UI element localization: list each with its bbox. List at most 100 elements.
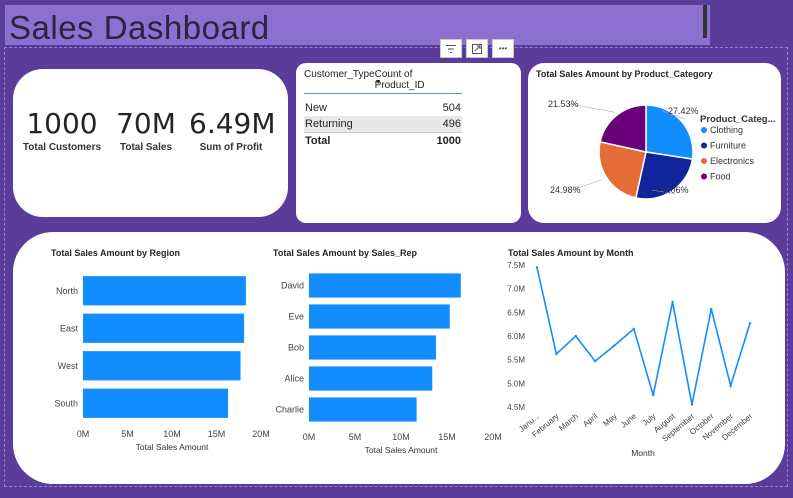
region-bar[interactable] [83,313,245,343]
kpi-label: Total Customers [22,142,102,153]
rep-bar[interactable] [309,335,436,360]
region-bar[interactable] [83,388,229,418]
month-axis-title: Month [631,448,655,458]
kpi-label: Sum of Profit [199,142,263,153]
rep-bar[interactable] [309,273,461,298]
visual-header-toolbar: ••• [440,39,514,58]
cell-count: 504 [442,102,461,114]
total-value: 1000 [436,135,461,147]
chart-title: Total Sales Amount by Product_Category [536,69,713,79]
region-category-label: South [54,398,78,408]
column-header-count-label: Count of Product_ID [374,69,425,91]
rep-category-label: Bob [288,343,304,353]
legend-item[interactable]: Electronics [710,156,755,166]
month-data-point[interactable] [729,384,732,387]
cell-customer-type: New [305,102,328,114]
legend-item[interactable]: Clothing [710,125,743,135]
legend-marker [701,173,707,180]
kpi-value: 6.49M [189,107,276,140]
title-scrollbar[interactable] [703,5,707,38]
month-data-point[interactable] [555,352,558,356]
region-bar[interactable] [83,276,246,306]
pie-slice[interactable] [634,151,694,200]
product-category-pie-card[interactable]: Total Sales Amount by Product_Category 2… [528,63,781,223]
bottom-charts: North East West South 0M 5M 10M 15M 20M Total Sal… [54,261,754,458]
rep-axis-title: Total Sales Amount [365,445,438,455]
chart-title: Total Sales Amount by Region [51,248,181,258]
table-row[interactable]: Returning 496 [304,116,462,132]
rep-tick-label: 15M [438,432,456,442]
rep-bar[interactable] [309,366,433,391]
month-y-tick-label: 7.0M [507,285,525,294]
rep-bar[interactable] [309,304,450,329]
region-tick-label: 15M [208,429,226,439]
title-banner: Sales Dashboard [5,5,710,46]
month-y-tick-label: 6.0M [507,332,525,341]
more-options-icon: ••• [498,44,508,53]
month-y-tick-label: 5.5M [507,356,525,365]
month-data-point[interactable] [632,327,636,331]
region-tick-label: 10M [163,429,181,439]
month-x-tick-label: April [581,412,599,429]
more-options-button[interactable]: ••• [492,39,514,58]
pie-data-label: 21.53% [548,99,579,109]
legend-marker [701,127,707,133]
visual-selection-border [4,47,788,487]
region-bar[interactable] [83,351,241,381]
chart-title: Total Sales Amount by Month [508,248,634,258]
region-category-label: North [56,286,78,296]
kpi-value: 1000 [26,107,98,140]
month-data-point[interactable] [651,393,655,397]
legend-marker [701,142,707,149]
month-data-point[interactable] [593,359,597,363]
month-data-point[interactable] [748,322,752,325]
filter-icon [446,44,456,53]
table-header: Customer_Type Count of Product_ID ▼ [304,69,462,94]
pie-data-label: 26.06% [658,185,689,195]
legend-item[interactable]: Furniture [710,141,746,151]
focus-mode-icon [472,43,482,54]
pie-chart: 27.42% 26.06% 24.98% 21.53% Product_Categ...… [548,99,776,200]
month-data-point[interactable] [710,307,713,311]
pie-slice[interactable] [645,104,694,160]
month-y-tick-label: 6.5M [507,308,525,317]
column-header-customer-type[interactable]: Customer_Type [304,69,375,80]
pie-leader-line [651,189,675,195]
filter-button[interactable] [440,39,462,58]
month-data-point[interactable] [690,403,694,406]
column-header-count[interactable]: Count of Product_ID ▼ [375,69,462,91]
pie-leader-line [569,103,615,113]
rep-bar[interactable] [309,397,417,422]
table-total-row: Total 1000 [304,132,462,149]
page-title: Sales Dashboard [9,9,270,46]
total-label: Total [305,135,331,147]
kpi-label: Total Sales [119,142,173,153]
sort-desc-icon: ▼ [374,79,382,86]
month-data-point[interactable] [535,266,539,269]
month-x-tick-label: March [557,412,580,433]
kpi-value: 70M [116,107,176,140]
pie-slice[interactable] [598,140,647,199]
month-data-point[interactable] [574,334,577,338]
pie-leader-line [571,179,604,191]
pie-slice[interactable] [599,104,647,153]
pie-leader-line [661,110,685,120]
legend-item[interactable]: Food [710,172,731,182]
sales-charts-card[interactable]: Total Sales Amount by Region Total Sales… [13,232,785,484]
rep-category-label: Alice [284,374,304,384]
region-tick-label: 0M [77,429,90,439]
region-category-label: East [60,323,79,333]
kpi-card[interactable]: 1000 Total Customers 70M Total Sales 6.4… [13,69,288,217]
customer-type-table-card[interactable]: Customer_Type Count of Product_ID ▼ New … [296,63,521,223]
cell-count: 496 [442,118,461,130]
month-series-line[interactable] [536,267,751,405]
month-y-tick-label: 5.0M [507,379,525,388]
month-y-tick-label: 7.5M [507,261,525,270]
month-data-point[interactable] [613,344,616,347]
month-data-point[interactable] [671,300,674,304]
focus-mode-button[interactable] [466,39,488,58]
table-row[interactable]: New 504 [304,100,462,116]
rep-tick-label: 0M [303,432,316,442]
customer-type-table: Customer_Type Count of Product_ID ▼ New … [304,69,462,149]
